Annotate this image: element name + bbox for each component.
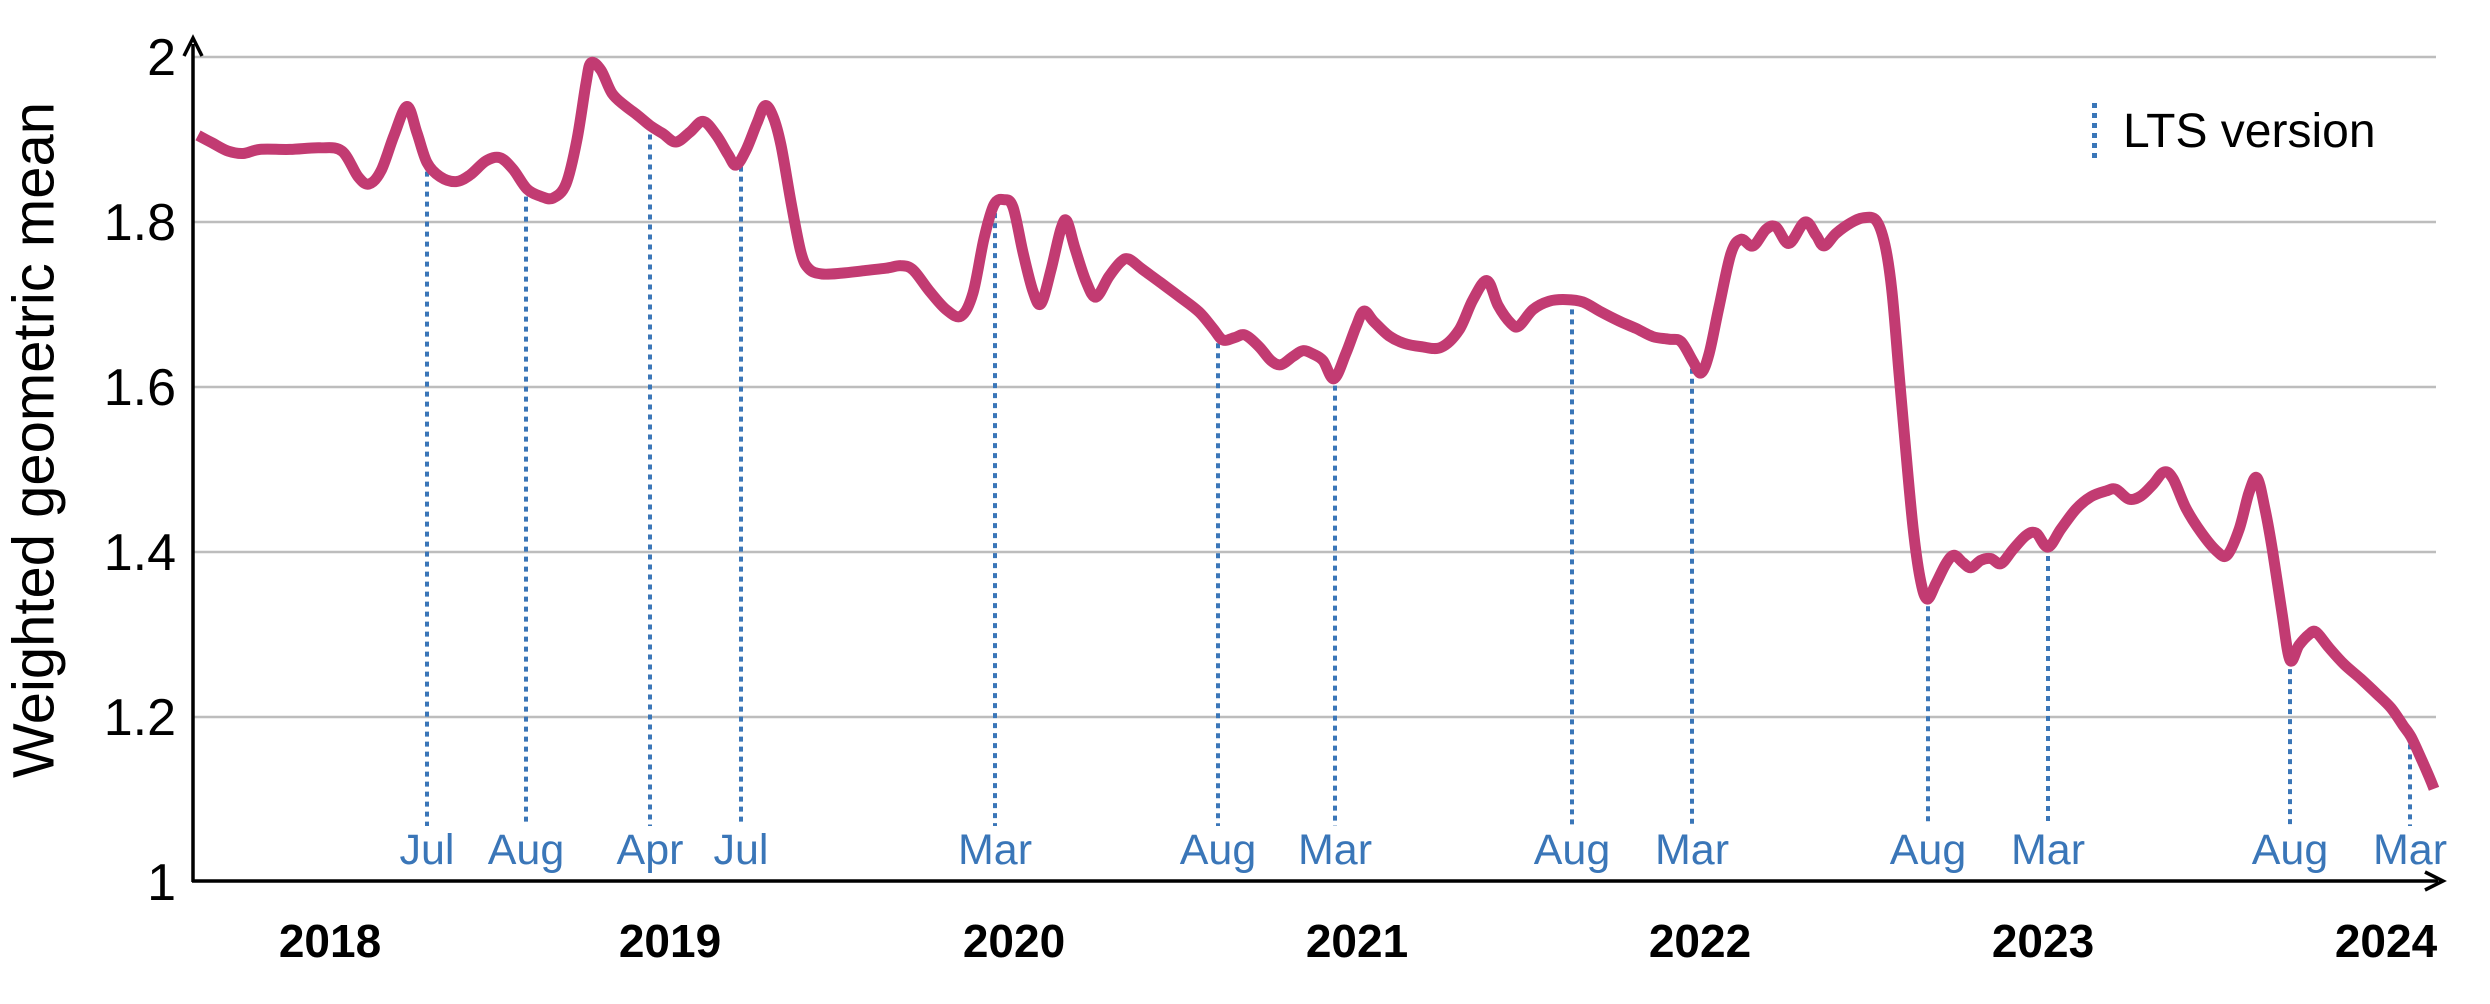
y-axis-arrow-icon <box>182 34 204 57</box>
lts-dotted-line-icon <box>2092 103 2097 159</box>
lts-marker-label: Jul <box>400 826 455 874</box>
lts-marker-label: Aug <box>488 826 565 874</box>
y-tick-label: 1 <box>147 854 176 912</box>
x-tick-label: 2022 <box>1649 915 1751 967</box>
lts-marker-label: Mar <box>1655 826 1729 874</box>
legend: LTS version <box>2092 102 2376 160</box>
lts-marker-label: Mar <box>2011 826 2085 874</box>
lts-marker-label: Aug <box>2252 826 2329 874</box>
legend-label: LTS version <box>2123 104 2376 158</box>
lts-marker-label: Jul <box>714 826 769 874</box>
x-tick-label: 2021 <box>1306 915 1408 967</box>
x-tick-label: 2019 <box>619 915 721 967</box>
lts-marker-label: Mar <box>2373 826 2447 874</box>
x-tick-label: 2018 <box>279 915 381 967</box>
x-tick-label: 2024 <box>2335 915 2438 967</box>
x-tick-label: 2020 <box>963 915 1065 967</box>
lts-marker-label: Mar <box>958 826 1032 874</box>
y-axis-title: Weighted geometric mean <box>1 102 67 778</box>
x-axis-arrow-icon <box>2424 870 2447 892</box>
lts-marker-label: Aug <box>1534 826 1611 874</box>
data-series-line <box>195 56 2440 791</box>
y-tick-label: 1.8 <box>104 194 176 252</box>
x-tick-label: 2023 <box>1992 915 2094 967</box>
y-tick-label: 2 <box>147 29 176 87</box>
lts-marker-label: Aug <box>1890 826 1967 874</box>
y-tick-label: 1.6 <box>104 359 176 417</box>
y-tick-label: 1.4 <box>104 524 176 582</box>
lts-marker-label: Aug <box>1180 826 1257 874</box>
lts-marker-label: Mar <box>1298 826 1372 874</box>
y-tick-label: 1.2 <box>104 689 176 747</box>
lts-marker-label: Apr <box>617 826 684 874</box>
